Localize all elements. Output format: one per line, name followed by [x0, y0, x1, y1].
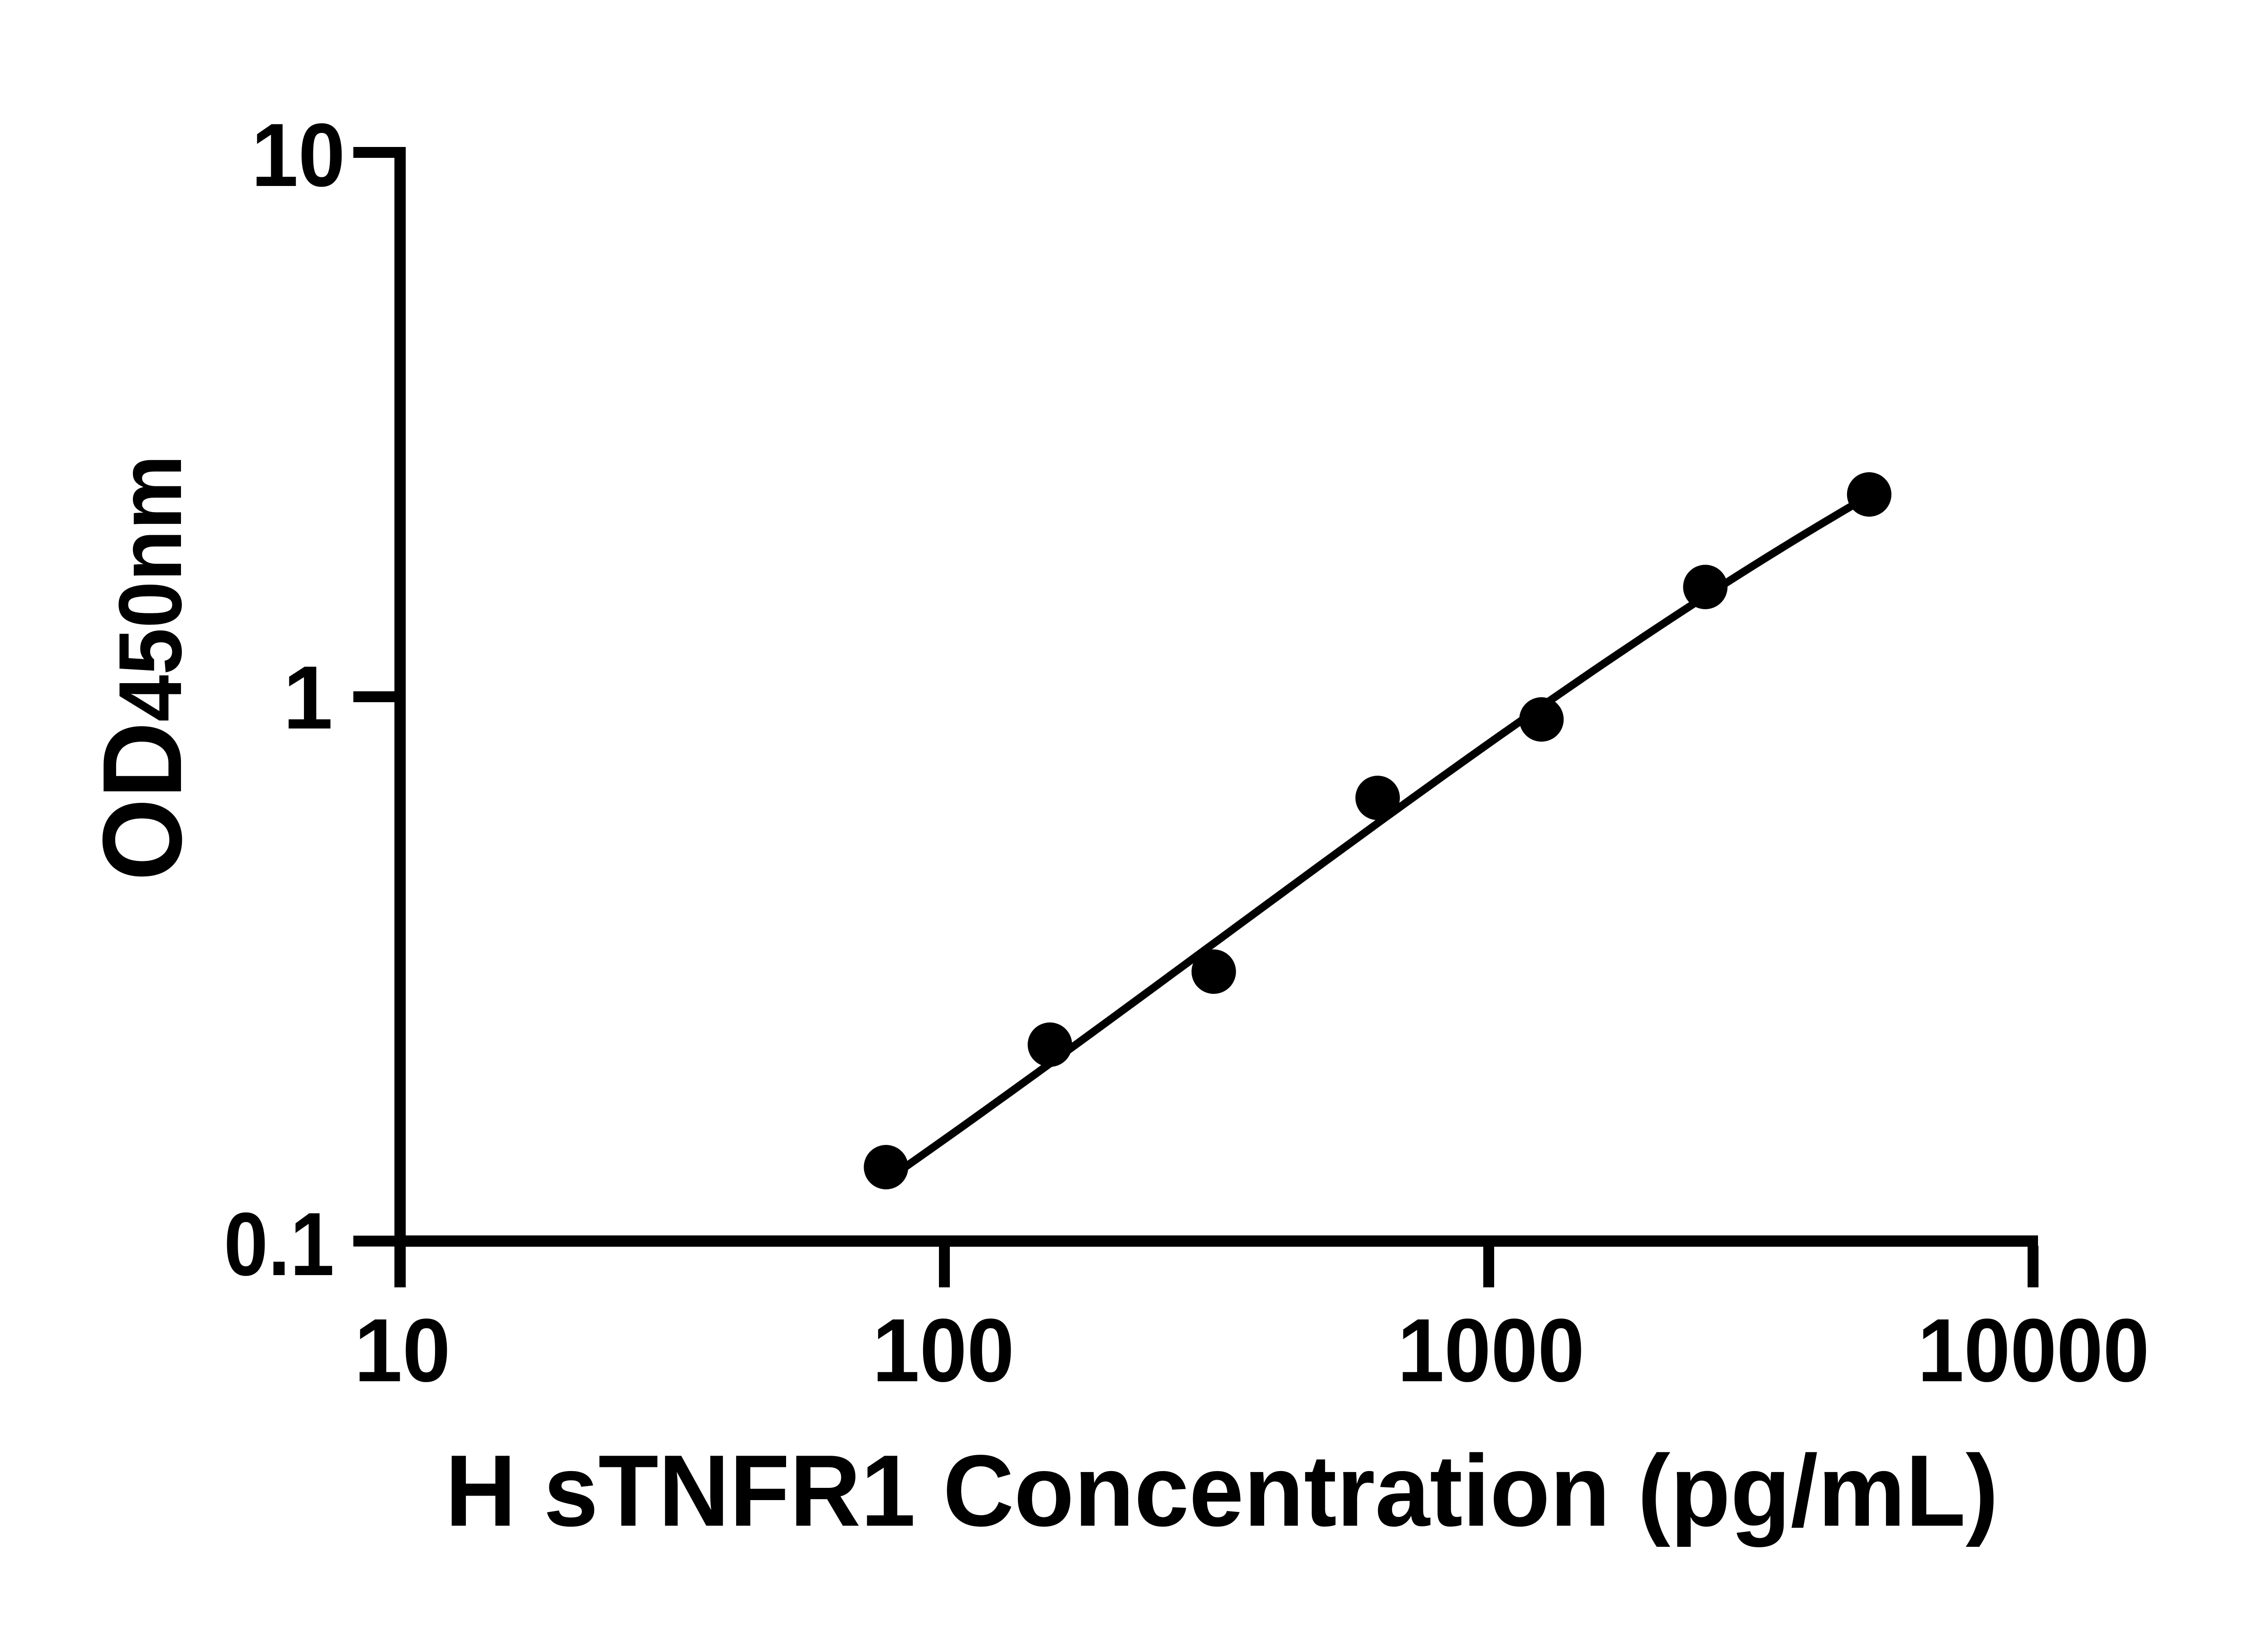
svg-text:1: 1 [283, 647, 333, 748]
svg-text:1000: 1000 [1398, 1300, 1584, 1400]
svg-text:OD450nm: OD450nm [80, 455, 205, 881]
svg-text:10: 10 [354, 1301, 451, 1401]
svg-text:10000: 10000 [1918, 1301, 2150, 1401]
svg-text:10: 10 [251, 105, 345, 205]
svg-text:100: 100 [872, 1300, 1014, 1400]
svg-text:H sTNFR1 Concentration (pg/mL): H sTNFR1 Concentration (pg/mL) [445, 1433, 1998, 1547]
svg-text:0.1: 0.1 [224, 1194, 334, 1294]
